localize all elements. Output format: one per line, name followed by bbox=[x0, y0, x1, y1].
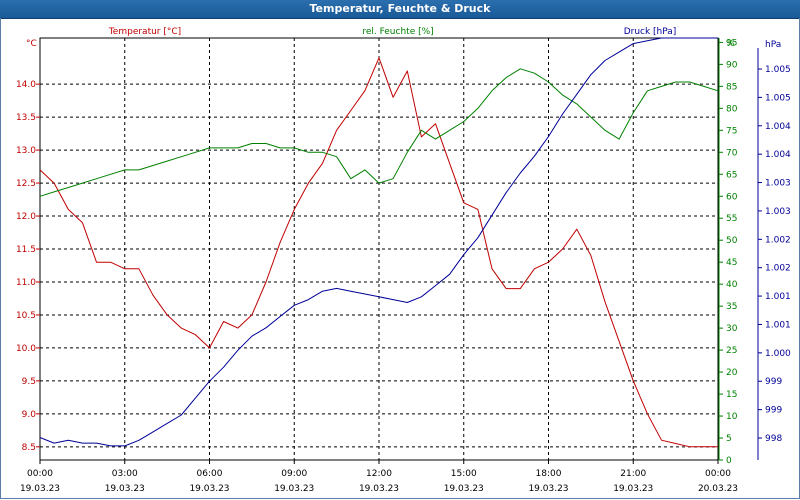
y-right1-tick-label: 35 bbox=[726, 302, 737, 312]
legend-temperature: Temperatur [°C] bbox=[108, 27, 181, 37]
x-tick-label-time: 00:00 bbox=[705, 469, 731, 479]
y-right1-tick-label: 5 bbox=[726, 434, 732, 444]
y-right2-tick-label: 1.005 bbox=[765, 93, 791, 103]
x-tick-label-time: 18:00 bbox=[536, 469, 562, 479]
x-tick-label-date: 19.03.23 bbox=[105, 484, 145, 494]
y-right1-tick-label: 80 bbox=[726, 104, 738, 114]
y-right2-tick-label: 1.001 bbox=[765, 320, 791, 330]
axis-labels: 00:00 19.03.23 03:00 19.03.23 06:00 19.03.23 0… bbox=[16, 27, 791, 494]
x-tick-label-time: 21:00 bbox=[620, 469, 646, 479]
y-right1-tick-label: 70 bbox=[726, 148, 738, 158]
legend-pressure: Druck [hPa] bbox=[624, 27, 677, 37]
x-tick-label-date: 19.03.23 bbox=[528, 484, 568, 494]
x-tick-label-time: 12:00 bbox=[366, 469, 392, 479]
y-left-tick-label: 11.0 bbox=[16, 278, 36, 288]
y-right2-tick-label: 1.003 bbox=[765, 207, 791, 217]
y-right2-tick-label: 999 bbox=[765, 406, 782, 416]
y-left-tick-label: 12.0 bbox=[16, 212, 36, 222]
y-left-tick-label: 9.0 bbox=[22, 410, 37, 420]
y-right2-tick-label: 1.002 bbox=[765, 264, 791, 274]
y-right1-tick-label: 55 bbox=[726, 214, 737, 224]
y-left-tick-label: 11.5 bbox=[16, 245, 36, 255]
y-right2-tick-label: 1.003 bbox=[765, 179, 791, 189]
y-right1-tick-label: 15 bbox=[726, 390, 737, 400]
legend-humidity: rel. Feuchte [%] bbox=[362, 27, 433, 37]
x-tick-label-time: 06:00 bbox=[197, 469, 223, 479]
x-tick-label-date: 20.03.23 bbox=[698, 484, 738, 494]
y-right1-tick-label: 0 bbox=[726, 456, 732, 466]
y-right1-tick-label: 95 bbox=[726, 38, 737, 48]
y-right2-unit: hPa bbox=[765, 40, 781, 50]
y-right1-tick-label: 10 bbox=[726, 412, 738, 422]
y-right1-tick-label: 25 bbox=[726, 346, 737, 356]
x-tick-label-date: 19.03.23 bbox=[444, 484, 484, 494]
y-right2-tick-label: 1.005 bbox=[765, 65, 791, 75]
y-right2-tick-label: 1.002 bbox=[765, 235, 791, 245]
y-right1-tick-label: 50 bbox=[726, 236, 738, 246]
y-right1-tick-label: 85 bbox=[726, 82, 737, 92]
y-right2-tick-label: 1.004 bbox=[765, 150, 791, 160]
grid bbox=[40, 38, 718, 460]
y-left-unit: °C bbox=[26, 39, 37, 49]
y-right1-tick-label: 40 bbox=[726, 280, 738, 290]
y-right2-tick-label: 998 bbox=[765, 434, 782, 444]
chart-title: Temperatur, Feuchte & Druck bbox=[309, 2, 491, 15]
x-tick-label-time: 15:00 bbox=[451, 469, 477, 479]
y-left-tick-label: 10.5 bbox=[16, 311, 36, 321]
y-left-tick-label: 12.5 bbox=[16, 179, 36, 189]
axes bbox=[36, 37, 762, 464]
y-left-tick-label: 8.5 bbox=[22, 443, 36, 453]
y-right1-tick-label: 65 bbox=[726, 170, 737, 180]
series-line-left bbox=[39, 57, 718, 448]
x-tick-label-date: 19.03.23 bbox=[189, 484, 229, 494]
y-left-tick-label: 10.0 bbox=[16, 344, 36, 354]
y-right1-tick-label: 75 bbox=[726, 126, 737, 136]
y-right1-tick-label: 90 bbox=[726, 60, 738, 70]
y-left-tick-label: 13.0 bbox=[16, 146, 36, 156]
y-left-tick-label: 13.5 bbox=[16, 113, 36, 123]
series-line-right2 bbox=[39, 37, 718, 447]
y-right2-tick-label: 1.004 bbox=[765, 122, 791, 132]
x-tick-label-date: 19.03.23 bbox=[20, 484, 60, 494]
x-tick-label-time: 09:00 bbox=[281, 469, 307, 479]
x-tick-label-date: 19.03.23 bbox=[613, 484, 653, 494]
chart-title-bar: Temperatur, Feuchte & Druck bbox=[0, 0, 800, 19]
y-right2-tick-label: 999 bbox=[765, 377, 782, 387]
x-tick-label-date: 19.03.23 bbox=[359, 484, 399, 494]
y-right1-tick-label: 45 bbox=[726, 258, 737, 268]
y-right1-tick-label: 20 bbox=[726, 368, 738, 378]
series-line-right1 bbox=[39, 68, 719, 197]
series-lines bbox=[39, 37, 719, 448]
y-right2-tick-label: 1.000 bbox=[765, 349, 791, 359]
x-tick-label-time: 00:00 bbox=[27, 469, 53, 479]
y-right1-tick-label: 30 bbox=[726, 324, 738, 334]
x-tick-label-date: 19.03.23 bbox=[274, 484, 314, 494]
y-left-tick-label: 9.5 bbox=[22, 377, 36, 387]
y-right1-tick-label: 60 bbox=[726, 192, 738, 202]
x-tick-label-time: 03:00 bbox=[112, 469, 138, 479]
y-right2-tick-label: 1.001 bbox=[765, 292, 791, 302]
y-left-tick-label: 14.0 bbox=[16, 80, 36, 90]
y-right1-unit: % bbox=[726, 39, 735, 49]
